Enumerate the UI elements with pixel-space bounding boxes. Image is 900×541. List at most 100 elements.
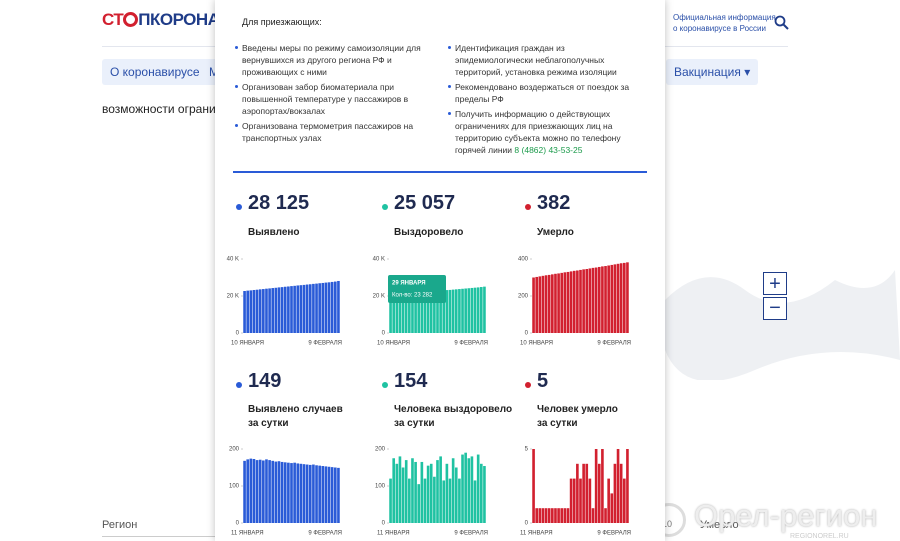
- bar: [445, 290, 449, 333]
- stat-value: 154: [394, 370, 428, 392]
- bar: [318, 283, 321, 333]
- bar: [414, 461, 417, 523]
- bar: [557, 273, 560, 333]
- bar: [538, 508, 542, 523]
- bar: [327, 282, 331, 333]
- bar: [333, 467, 337, 523]
- logo-text: СТ: [102, 10, 124, 29]
- bar: [535, 508, 539, 523]
- phone[interactable]: 8 (4862) 43-53-25: [514, 145, 583, 155]
- bar: [585, 463, 589, 523]
- bar: [423, 292, 427, 333]
- bar: [429, 463, 433, 523]
- bar: [426, 291, 430, 333]
- bullet: Организована термометрия пассажиров на т…: [235, 120, 432, 144]
- bar: [252, 458, 256, 523]
- bar: [582, 269, 585, 333]
- bar: [601, 449, 604, 523]
- bar: [401, 294, 405, 333]
- bar: [448, 289, 452, 333]
- bar: [588, 268, 592, 333]
- y-tick-label: 200: [229, 447, 240, 453]
- y-tick-label: 200: [375, 447, 386, 453]
- stat-value: 382: [537, 192, 571, 214]
- bar: [404, 294, 408, 333]
- bar: [280, 287, 284, 333]
- intro-text: возможности огранич: [102, 102, 222, 116]
- bar: [448, 478, 452, 523]
- bar: [467, 458, 471, 523]
- bar: [454, 289, 458, 333]
- stat-label: Выявлено случаев: [248, 404, 343, 415]
- y-tick-label: 5: [525, 447, 529, 453]
- bar: [451, 289, 455, 333]
- bar: [566, 508, 570, 523]
- bar: [461, 288, 464, 333]
- stat-value: 28 125: [248, 192, 310, 214]
- bar: [283, 462, 287, 523]
- y-tick-label: 40 K: [373, 257, 385, 263]
- bar: [560, 508, 564, 523]
- official-link[interactable]: Официальная информация о коронавирусе в Р…: [673, 12, 776, 34]
- y-tick-label: 0: [236, 521, 240, 527]
- bar: [299, 285, 303, 333]
- y-tick-label: 100: [375, 484, 386, 490]
- bar: [566, 271, 570, 333]
- bar: [324, 466, 328, 523]
- divider: [102, 536, 215, 537]
- bar: [579, 269, 582, 333]
- x-tick-label: 10 ЯНВАРЯ: [231, 341, 264, 347]
- bar: [318, 465, 321, 523]
- nav-text: М: [209, 65, 219, 79]
- tooltip-text: Кол-во: 23 282: [392, 293, 433, 299]
- x-tick-label: 11 ЯНВАРЯ: [231, 531, 264, 537]
- stat-dot: [525, 382, 531, 388]
- bar: [392, 458, 396, 523]
- bar: [315, 283, 318, 333]
- bar: [315, 465, 318, 523]
- divider: [233, 171, 647, 173]
- bar: [610, 264, 614, 333]
- bar: [308, 464, 312, 523]
- bar: [411, 293, 414, 333]
- stat-label: Человека выздоровело: [394, 404, 513, 415]
- x-tick-label: 9 ФЕВРАЛЯ: [597, 341, 631, 347]
- nav-text: Вакцинация: [674, 65, 741, 79]
- bar: [433, 291, 436, 333]
- zoom-in[interactable]: +: [763, 272, 787, 295]
- bar: [532, 277, 535, 333]
- bar: [572, 478, 576, 523]
- bar: [479, 463, 483, 523]
- watermark: Орел-регион: [694, 498, 878, 533]
- bar: [626, 262, 629, 333]
- bar: [544, 508, 548, 523]
- bar: [262, 289, 265, 333]
- bar: [591, 508, 595, 523]
- bullet-text: Получить информацию о действующих ограни…: [455, 109, 621, 155]
- bar: [417, 292, 421, 333]
- y-tick-label: 0: [525, 331, 529, 337]
- bar: [302, 464, 306, 523]
- bar: [255, 460, 259, 523]
- bar: [563, 508, 567, 523]
- y-tick-label: 0: [382, 331, 386, 337]
- bar: [395, 295, 399, 333]
- bar: [290, 286, 293, 333]
- bar: [436, 460, 439, 523]
- nav-button[interactable]: Вакцинация ▾: [666, 59, 759, 85]
- column-header: Умерло: [700, 519, 739, 531]
- bar: [547, 508, 551, 523]
- bar: [305, 464, 309, 523]
- bar: [249, 290, 253, 333]
- y-tick-label: 200: [518, 294, 529, 300]
- bar: [597, 266, 601, 333]
- official-text: Официальная информация: [673, 13, 776, 22]
- search-icon[interactable]: [774, 15, 790, 31]
- bar: [312, 464, 315, 523]
- stat-value: 5: [537, 370, 549, 392]
- bar: [426, 465, 430, 523]
- zoom-out[interactable]: −: [763, 297, 787, 320]
- stat-dot: [236, 382, 242, 388]
- y-tick-label: 20 K: [227, 294, 239, 300]
